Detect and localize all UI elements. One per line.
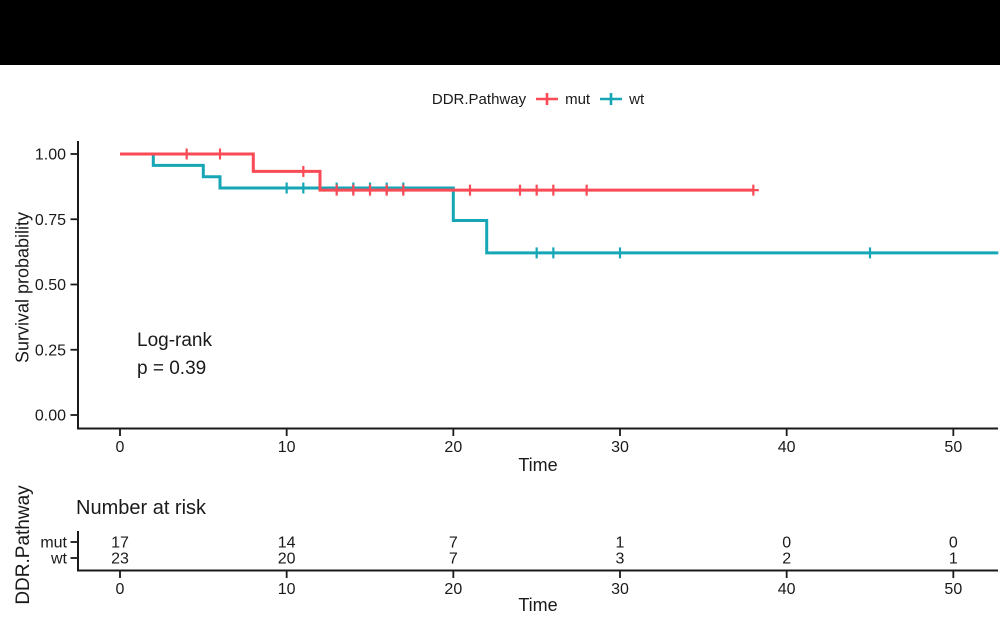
risk-value-mut: 0	[949, 535, 958, 552]
x-tick-label: 10	[278, 439, 296, 456]
y-tick-label: 0.75	[35, 212, 66, 229]
legend-label-mut: mut	[565, 90, 591, 108]
y-tick-label: 0.00	[35, 408, 66, 425]
legend-label-wt: wt	[629, 90, 645, 108]
risk-value-mut: 14	[278, 535, 296, 552]
risk-value-mut: 7	[449, 535, 458, 552]
risk-row-label-mut: mut	[40, 535, 67, 552]
x-tick-label: 20	[444, 439, 462, 456]
legend-title: DDR.Pathway	[431, 90, 527, 108]
risk-value-wt: 3	[616, 551, 625, 568]
risk-value-wt: 2	[782, 551, 791, 568]
y-tick-label: 0.50	[35, 277, 66, 294]
risk-table-title: Number at risk	[76, 497, 207, 519]
survival-curve-wt	[120, 152, 999, 255]
risk-value-mut: 0	[782, 535, 791, 552]
legend-key-wt-icon	[600, 93, 623, 105]
legend-item-wt: wt	[599, 90, 644, 108]
y-tick-label: 1.00	[35, 147, 66, 164]
y-axis-title: Survival probability	[12, 211, 33, 364]
risk-value-wt: 1	[949, 551, 958, 568]
x-tick-label: 30	[611, 439, 629, 456]
risk-x-tick-label: 10	[278, 581, 296, 598]
logrank-label: Log-rank	[137, 330, 212, 351]
risk-value-wt: 20	[278, 551, 296, 568]
x-tick-label: 50	[944, 439, 962, 456]
legend-item-mut: mut	[535, 90, 590, 108]
x-tick-label: 0	[116, 439, 125, 456]
risk-x-tick-label: 40	[778, 581, 796, 598]
risk-row-label-wt: wt	[50, 551, 68, 568]
risk-value-wt: 7	[449, 551, 458, 568]
legend-key-mut-icon	[536, 93, 559, 105]
survival-curve-mut	[120, 152, 754, 192]
risk-value-wt: 23	[111, 551, 129, 568]
risk-value-mut: 17	[111, 535, 129, 552]
risk-table-x-title: Time	[518, 595, 558, 615]
x-tick-label: 40	[778, 439, 796, 456]
x-axis-title: Time	[518, 455, 558, 475]
risk-x-tick-label: 50	[944, 581, 962, 598]
risk-value-mut: 1	[616, 535, 625, 552]
risk-x-tick-label: 20	[444, 581, 462, 598]
y-tick-label: 0.25	[35, 342, 66, 359]
chart-legend: DDR.Pathway mut wt	[78, 86, 998, 112]
top-banner	[0, 0, 1000, 65]
logrank-annotation: Log-rank p = 0.39	[137, 327, 212, 383]
risk-table-y-label: DDR.Pathway	[13, 485, 34, 605]
risk-x-tick-label: 0	[116, 581, 125, 598]
pvalue-label: p = 0.39	[137, 358, 207, 379]
risk-x-tick-label: 30	[611, 581, 629, 598]
